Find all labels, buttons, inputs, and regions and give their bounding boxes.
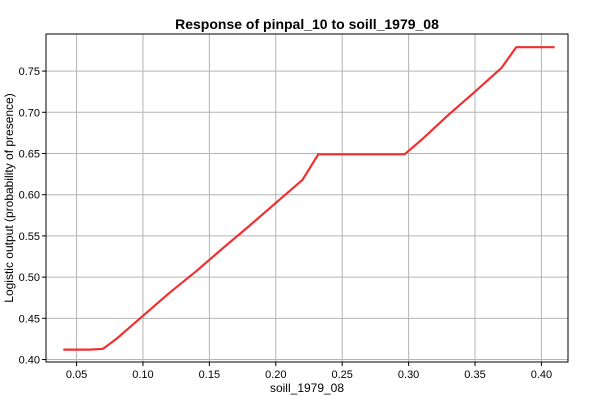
grid [46, 34, 568, 362]
x-axis-ticks: 0.05 0.10 0.15 0.20 0.25 0.30 0.35 0.40 [66, 362, 552, 381]
y-tick-label: 0.50 [19, 272, 40, 284]
x-tick-label: 0.05 [66, 369, 87, 381]
y-tick-label: 0.70 [19, 107, 40, 119]
x-tick-label: 0.30 [398, 369, 419, 381]
x-tick-label: 0.15 [199, 369, 220, 381]
x-tick-label: 0.10 [132, 369, 153, 381]
y-tick-label: 0.45 [19, 313, 40, 325]
y-tick-label: 0.40 [19, 355, 40, 367]
x-tick-label: 0.35 [464, 369, 485, 381]
y-axis-label: Logistic output (probability of presence… [2, 93, 16, 302]
y-tick-label: 0.60 [19, 190, 40, 202]
y-tick-label: 0.55 [19, 231, 40, 243]
x-tick-label: 0.40 [531, 369, 552, 381]
y-axis-ticks: 0.40 0.45 0.50 0.55 0.60 0.65 0.70 0.75 [19, 66, 46, 367]
response-series-line [63, 46, 555, 351]
chart-title: Response of pinpal_10 to soill_1979_08 [175, 16, 439, 32]
series-layer [63, 46, 555, 351]
x-tick-label: 0.25 [331, 369, 352, 381]
plot-area [45, 33, 569, 363]
y-tick-label: 0.75 [19, 66, 40, 78]
x-tick-label: 0.20 [265, 369, 286, 381]
y-tick-label: 0.65 [19, 148, 40, 160]
plot-border [45, 33, 569, 363]
x-axis-label: soill_1979_08 [270, 381, 344, 395]
